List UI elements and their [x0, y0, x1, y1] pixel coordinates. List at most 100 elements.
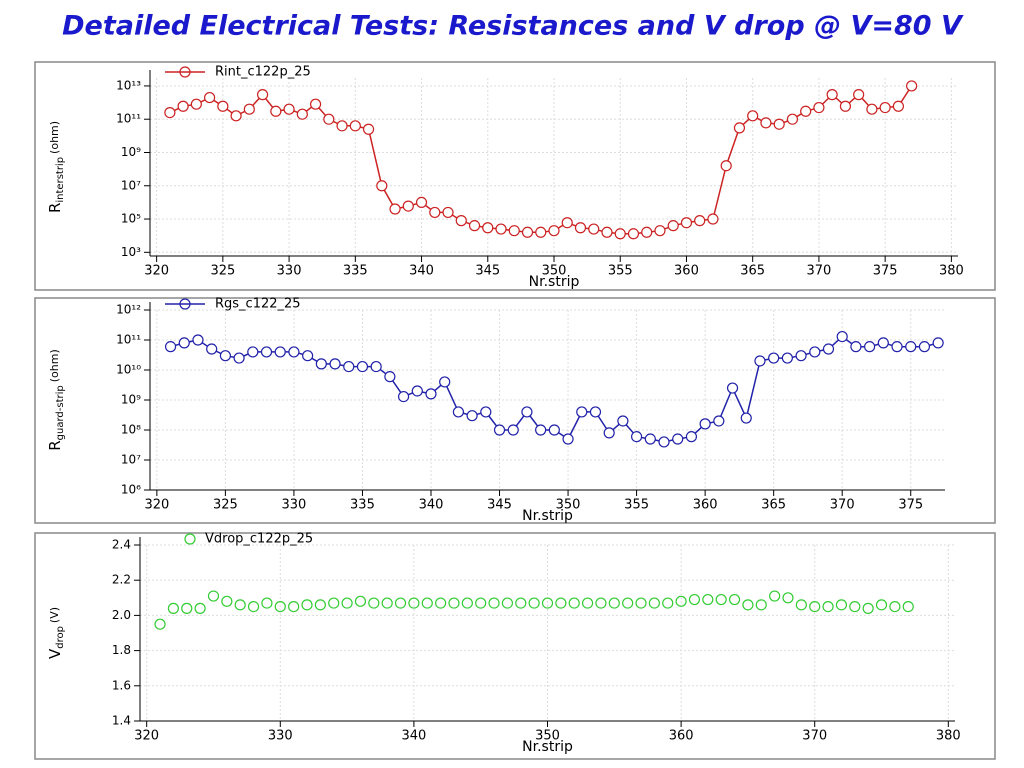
- data-point: [726, 382, 739, 394]
- data-point: [261, 597, 273, 609]
- data-point: [468, 220, 481, 232]
- data-point: [932, 337, 944, 349]
- data-point: [740, 412, 752, 424]
- legend-label: Rgs_c122_25: [215, 297, 301, 312]
- y-tick-label: 10⁶: [121, 483, 141, 497]
- y-tick-label: 2.2: [112, 573, 131, 587]
- data-point: [864, 341, 876, 353]
- data-point: [219, 350, 231, 362]
- data-point: [879, 101, 891, 114]
- data-point: [343, 360, 355, 373]
- data-point: [442, 206, 454, 219]
- data-point: [178, 337, 190, 349]
- data-point: [507, 424, 519, 436]
- x-tick-label: 360: [674, 264, 699, 279]
- data-point: [755, 599, 767, 611]
- data-point: [233, 352, 245, 364]
- data-point: [425, 388, 437, 400]
- x-axis-label: Nr.strip: [529, 274, 580, 290]
- data-point: [283, 103, 295, 115]
- x-tick-label: 350: [556, 498, 581, 513]
- data-point: [548, 424, 560, 436]
- data-point: [891, 341, 903, 353]
- slide-title: Detailed Electrical Tests: Resistances a…: [62, 11, 964, 42]
- data-point: [906, 80, 918, 92]
- data-point: [376, 180, 388, 192]
- y-tick-label: 10⁹: [121, 393, 141, 407]
- y-tick-label: 10⁵: [121, 212, 141, 226]
- data-point: [354, 595, 367, 607]
- data-point: [541, 597, 554, 609]
- data-point: [368, 597, 380, 609]
- x-tick-label: 370: [830, 498, 855, 513]
- data-point: [448, 597, 460, 609]
- data-point: [408, 597, 420, 609]
- data-point: [568, 597, 580, 609]
- data-point: [535, 226, 547, 238]
- y-tick-label: 10¹²: [116, 303, 141, 317]
- data-point: [493, 424, 506, 436]
- data-point: [167, 602, 180, 614]
- data-point: [296, 108, 308, 120]
- data-point: [243, 103, 255, 115]
- data-point: [381, 597, 393, 609]
- x-tick-label: 370: [802, 729, 827, 744]
- y-tick-label: 10⁹: [121, 145, 141, 159]
- data-point: [482, 222, 494, 234]
- data-point: [608, 597, 620, 609]
- x-tick-label: 360: [669, 729, 694, 744]
- data-point: [394, 597, 407, 609]
- data-point: [415, 196, 428, 208]
- data-point: [309, 98, 322, 110]
- x-tick-label: 330: [282, 498, 307, 513]
- x-tick-label: 345: [487, 498, 512, 513]
- data-point: [826, 89, 838, 101]
- data-point: [336, 120, 348, 132]
- data-point: [627, 228, 640, 240]
- y-label-sub: drop: [55, 626, 66, 649]
- panel-frame: [34, 297, 996, 524]
- data-point: [370, 360, 382, 373]
- data-point: [177, 100, 189, 112]
- x-tick-label: 380: [936, 729, 961, 744]
- x-tick-label: 365: [740, 264, 765, 279]
- data-point: [662, 597, 674, 609]
- data-point: [154, 618, 166, 630]
- data-point: [315, 358, 327, 370]
- data-point: [902, 600, 914, 613]
- data-point: [221, 595, 233, 607]
- data-point: [654, 225, 666, 237]
- y-tick-label: 1.6: [112, 678, 131, 692]
- data-point: [548, 225, 560, 237]
- x-tick-label: 360: [693, 498, 718, 513]
- data-point: [728, 593, 741, 606]
- data-point: [782, 592, 794, 604]
- data-point: [270, 105, 282, 117]
- data-point: [849, 600, 861, 613]
- data-point: [302, 350, 314, 362]
- data-point: [875, 599, 888, 611]
- data-point: [461, 597, 473, 609]
- y-label-main: V: [46, 648, 64, 659]
- y-label-sub: interstrip: [55, 157, 66, 203]
- x-tick-label: 330: [268, 729, 293, 744]
- data-point: [429, 206, 441, 219]
- data-point: [574, 222, 587, 234]
- data-point: [866, 103, 878, 115]
- data-point: [813, 101, 825, 114]
- data-point: [576, 406, 588, 418]
- panel-frame: [34, 61, 996, 291]
- data-point: [362, 123, 375, 135]
- x-tick-label: 320: [144, 264, 169, 279]
- data-point: [452, 406, 465, 418]
- y-tick-label: 1.4: [112, 714, 131, 728]
- data-point: [836, 330, 848, 343]
- x-tick-label: 340: [409, 264, 434, 279]
- data-point: [323, 113, 335, 125]
- data-point: [635, 597, 647, 609]
- data-point: [601, 226, 613, 238]
- y-tick-label: 10¹¹: [116, 112, 141, 126]
- y-tick-label: 10⁷: [121, 453, 141, 467]
- data-point: [480, 406, 492, 418]
- data-point: [839, 100, 852, 112]
